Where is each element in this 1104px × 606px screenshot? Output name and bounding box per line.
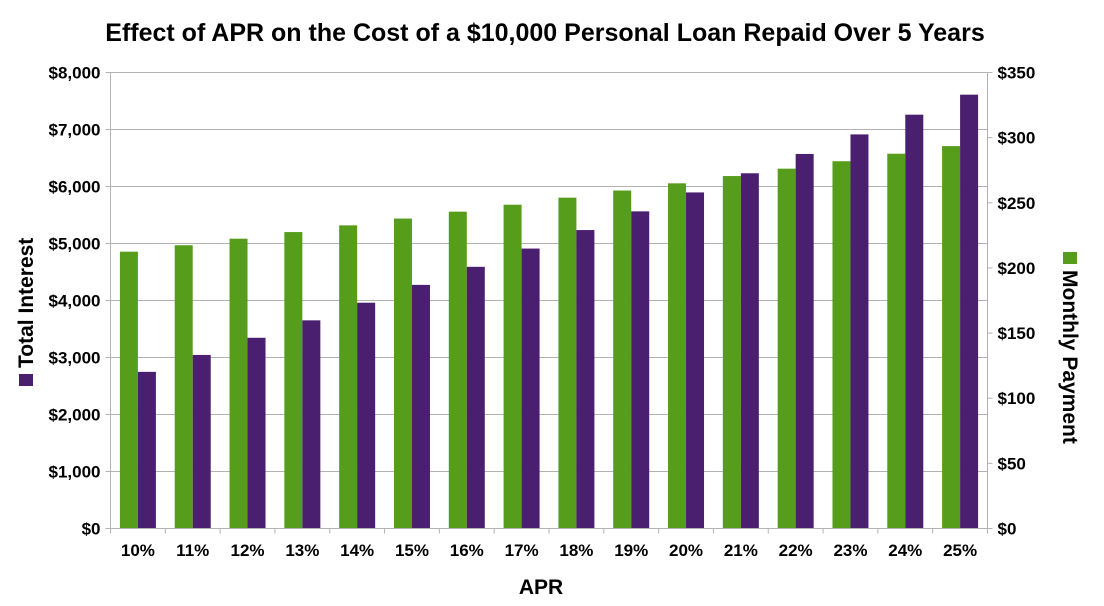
bar-total-interest [137, 371, 156, 529]
x-tick-label: 22% [779, 541, 813, 560]
x-tick-label: 16% [450, 541, 484, 560]
bar-total-interest [740, 173, 759, 529]
left-tick-label: $3,000 [49, 349, 101, 368]
right-tick-label: $250 [998, 194, 1036, 213]
bar-total-interest [576, 230, 595, 529]
bar-monthly-payment [558, 197, 577, 529]
right-tick-label: $100 [998, 389, 1036, 408]
x-tick-label: 20% [669, 541, 703, 560]
x-tick-label: 19% [614, 541, 648, 560]
right-tick-label: $200 [998, 259, 1036, 278]
bar-monthly-payment [284, 232, 303, 529]
x-tick-label: 14% [340, 541, 374, 560]
left-axis-title-group: Total Interest [15, 238, 38, 386]
left-tick-label: $8,000 [49, 64, 101, 83]
right-axis-legend-key [1063, 252, 1077, 264]
right-tick-label: $0 [998, 520, 1017, 539]
right-axis-title-group: Monthly Payment [1058, 252, 1081, 444]
x-tick-label: 15% [395, 541, 429, 560]
chart-title: Effect of APR on the Cost of a $10,000 P… [105, 19, 984, 47]
right-axis-title: Monthly Payment [1058, 270, 1081, 444]
left-axis-legend-key [19, 374, 33, 386]
right-axis-ticks: $0 $50 $100 $150 $200 $250 $300 $350 [987, 64, 1036, 539]
bar-total-interest [850, 134, 869, 529]
bar-monthly-payment [942, 146, 961, 529]
x-tick-label: 25% [943, 541, 977, 560]
bar-monthly-payment [503, 204, 522, 529]
x-tick-label: 12% [231, 541, 265, 560]
left-axis-ticks: $0 $1,000 $2,000 $3,000 $4,000 $5,000 $6,000 $7… [49, 64, 111, 539]
x-tick-label: 18% [559, 541, 593, 560]
bar-total-interest [960, 94, 979, 529]
bar-total-interest [411, 284, 430, 529]
x-tick-label: 17% [505, 541, 539, 560]
bar-monthly-payment [448, 211, 467, 529]
bar-monthly-payment [393, 218, 412, 529]
x-axis-ticks: 10% 11% 12% 13% 14% 15% 16% 17% 18% 19% 20% 21% 22% 2… [110, 528, 988, 560]
bar-monthly-payment [174, 245, 193, 529]
bar-monthly-payment [832, 161, 851, 529]
bar-total-interest [905, 114, 924, 529]
bar-monthly-payment [777, 168, 796, 529]
left-axis-title: Total Interest [15, 238, 38, 368]
left-tick-label: $6,000 [49, 178, 101, 197]
bars [119, 94, 979, 529]
bar-total-interest [795, 153, 814, 529]
left-tick-label: $0 [82, 520, 101, 539]
left-tick-label: $4,000 [49, 292, 101, 311]
bar-total-interest [521, 248, 540, 529]
left-tick-label: $7,000 [49, 121, 101, 140]
bar-total-interest [192, 354, 211, 529]
bar-total-interest [466, 266, 485, 529]
bar-monthly-payment [668, 183, 687, 529]
bar-total-interest [686, 192, 705, 529]
bar-monthly-payment [887, 153, 906, 529]
bar-monthly-payment [339, 225, 358, 529]
x-tick-label: 23% [833, 541, 867, 560]
right-tick-label: $150 [998, 324, 1036, 343]
bar-monthly-payment [613, 190, 632, 529]
right-tick-label: $50 [998, 454, 1026, 473]
x-tick-label: 10% [121, 541, 155, 560]
right-tick-label: $350 [998, 64, 1036, 83]
bar-monthly-payment [229, 238, 248, 529]
bar-monthly-payment [722, 176, 741, 529]
x-tick-label: 11% [176, 541, 209, 560]
left-tick-label: $1,000 [49, 463, 101, 482]
x-axis-title: APR [519, 576, 563, 599]
left-tick-label: $5,000 [49, 235, 101, 254]
x-tick-label: 13% [285, 541, 319, 560]
right-tick-label: $300 [998, 129, 1036, 148]
bar-total-interest [247, 337, 266, 529]
bar-total-interest [302, 320, 321, 529]
bar-monthly-payment [119, 251, 138, 529]
x-tick-label: 24% [888, 541, 922, 560]
x-tick-label: 21% [724, 541, 758, 560]
bar-total-interest [357, 302, 376, 529]
left-tick-label: $2,000 [49, 406, 101, 425]
bar-total-interest [631, 211, 650, 529]
